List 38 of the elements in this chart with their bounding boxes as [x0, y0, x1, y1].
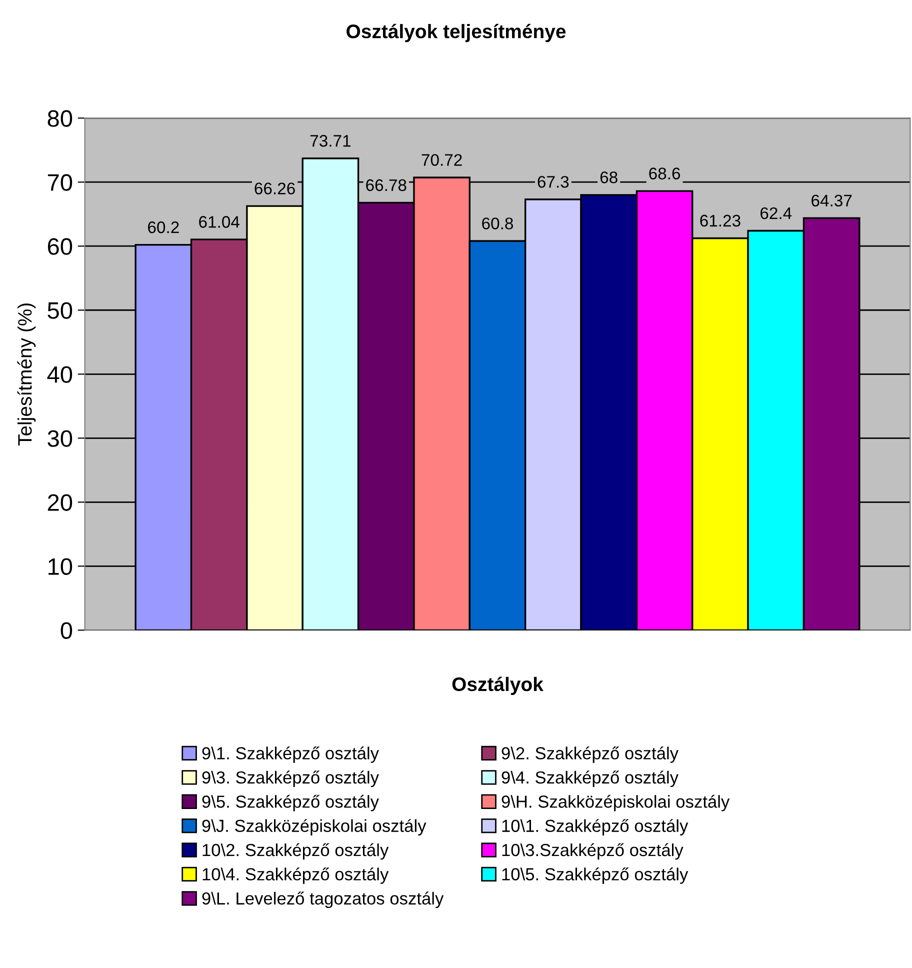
data-label: 66.78: [366, 179, 406, 192]
legend-label: 9\1. Szakképző osztály: [202, 746, 379, 763]
legend-label: 10\2. Szakképző osztály: [202, 843, 389, 860]
legend-label: 9\J. Szakközépiskolai osztály: [202, 819, 426, 836]
y-tick-label: 40: [47, 366, 72, 383]
legend-label: 10\1. Szakképző osztály: [502, 819, 688, 836]
legend-label: 9\L. Levelező tagozatos osztály: [202, 892, 444, 908]
y-tick-label: 30: [48, 430, 72, 447]
data-label: 68.6: [649, 168, 680, 180]
legend-label: 10\4. Szakképző osztály: [202, 867, 389, 884]
data-label: 61.04: [199, 216, 240, 228]
y-tick-label: 20: [48, 494, 72, 511]
y-axis-title: Teljesítmény (%): [17, 303, 36, 446]
y-tick-label: 50: [48, 302, 72, 319]
data-label: 66.26: [254, 182, 295, 194]
data-label: 64.37: [812, 194, 852, 207]
legend-label: 9\5. Szakképző osztály: [202, 794, 379, 812]
legend-label: 9\H. Szakközépiskolai osztály: [502, 794, 730, 812]
data-label: 70.72: [422, 154, 462, 166]
y-tick-label: 10: [48, 558, 72, 575]
y-tick-label: 70: [48, 174, 72, 191]
legend-label: 9\3. Szakképző osztály: [202, 770, 379, 788]
y-tick-label: 0: [60, 622, 72, 639]
data-label: 60.8: [482, 218, 513, 230]
data-label: 67.3: [538, 176, 569, 188]
data-label: 61.23: [700, 214, 740, 227]
data-label: 62.4: [760, 207, 792, 220]
data-label: 73.71: [310, 134, 350, 147]
x-axis-title: Osztályok: [452, 676, 544, 695]
data-label: 60.2: [148, 221, 179, 234]
legend-label: 10\5. Szakképző osztály: [502, 867, 688, 884]
chart-title: Osztályok teljesítménye: [346, 24, 566, 42]
y-tick-label: 60: [48, 238, 72, 255]
legend-label: 9\4. Szakképző osztály: [502, 770, 678, 788]
legend-label: 10\3.Szakképző osztály: [502, 843, 684, 860]
legend-label: 9\2. Szakképző osztály: [502, 746, 678, 763]
y-tick-label: 80: [48, 110, 72, 127]
data-label: 68: [600, 171, 618, 184]
